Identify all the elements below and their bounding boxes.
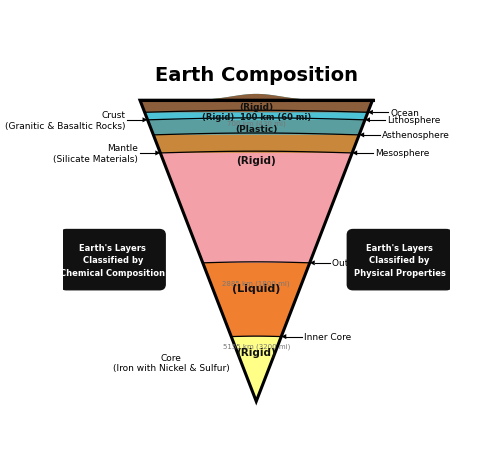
Polygon shape: [160, 154, 352, 263]
Polygon shape: [368, 111, 373, 116]
Text: 2885 km (1800 mi): 2885 km (1800 mi): [222, 280, 290, 286]
Polygon shape: [140, 101, 372, 113]
Polygon shape: [310, 261, 315, 266]
Text: Core
(Iron with Nickel & Sulfur): Core (Iron with Nickel & Sulfur): [112, 353, 230, 372]
Polygon shape: [140, 95, 372, 113]
Polygon shape: [365, 118, 370, 123]
Polygon shape: [203, 263, 310, 337]
Text: Mantle
(Silicate Materials): Mantle (Silicate Materials): [53, 144, 138, 163]
Polygon shape: [156, 151, 160, 156]
Text: Earth Composition: Earth Composition: [155, 66, 358, 84]
FancyBboxPatch shape: [60, 230, 165, 290]
Text: 5155 km (3200 mi): 5155 km (3200 mi): [222, 343, 290, 349]
Text: 700 km (430 mi): 700 km (430 mi): [227, 121, 286, 127]
Text: (Liquid): (Liquid): [232, 284, 280, 294]
Text: Inner Core: Inner Core: [304, 332, 351, 341]
Polygon shape: [144, 113, 368, 121]
Polygon shape: [352, 151, 357, 156]
Text: (Rigid): (Rigid): [236, 156, 276, 166]
Text: (Rigid): (Rigid): [239, 102, 274, 112]
Text: (Rigid): (Rigid): [236, 347, 276, 357]
Polygon shape: [148, 121, 365, 135]
FancyBboxPatch shape: [348, 230, 452, 290]
Text: Asthenosphere: Asthenosphere: [382, 131, 450, 140]
Text: Outer Core: Outer Core: [332, 259, 382, 268]
Polygon shape: [232, 337, 281, 402]
Polygon shape: [140, 95, 372, 121]
Text: Mesosphere: Mesosphere: [374, 149, 429, 158]
Text: Crust
(Granitic & Basaltic Rocks): Crust (Granitic & Basaltic Rocks): [4, 111, 125, 130]
Polygon shape: [359, 133, 364, 138]
Text: Earth's Layers
Classified by
Physical Properties: Earth's Layers Classified by Physical Pr…: [354, 243, 446, 277]
Text: Lithosphere: Lithosphere: [388, 116, 441, 125]
Text: (Plastic): (Plastic): [235, 125, 278, 134]
Text: (Rigid)  100 km (60 mi): (Rigid) 100 km (60 mi): [202, 112, 311, 122]
Text: Earth's Layers
Classified by
Chemical Composition: Earth's Layers Classified by Chemical Co…: [60, 243, 166, 277]
Polygon shape: [281, 334, 286, 339]
Polygon shape: [154, 135, 359, 154]
Text: Ocean: Ocean: [390, 108, 419, 118]
Polygon shape: [142, 118, 148, 123]
